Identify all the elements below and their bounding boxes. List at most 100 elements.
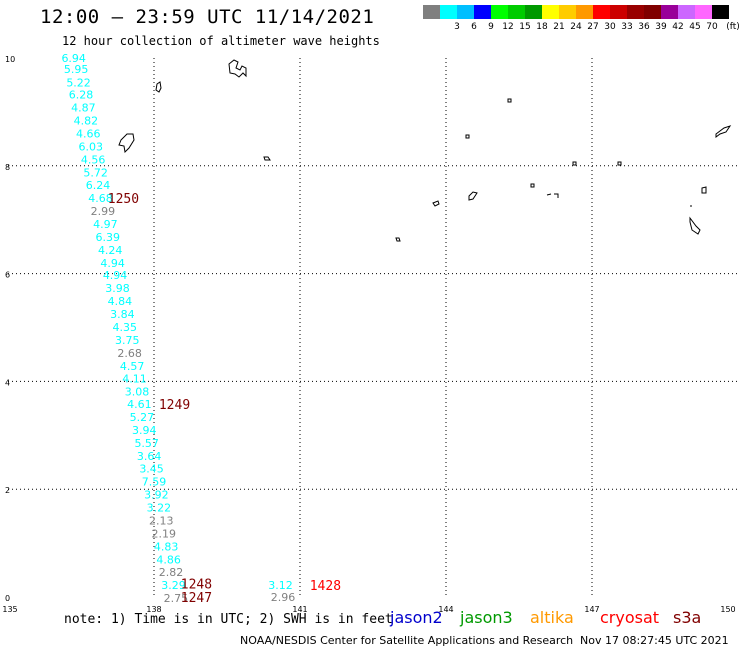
island-outline [701,186,707,194]
wave-height-label: 6.39 [96,231,121,244]
island-outline [530,183,535,188]
orbit-pass-label: 1247 [181,591,212,606]
legend-swatch [491,5,508,19]
legend-swatch [423,5,440,19]
wave-height-label: 3.98 [105,282,130,295]
y-tick-label: 0 [5,594,10,603]
island-outline [689,205,701,235]
wave-height-label: 4.86 [156,553,181,566]
legend-swatch [695,5,712,19]
wave-height-label: 4.57 [120,360,145,373]
wave-height-label: 4.84 [108,295,133,308]
wave-height-label: 3.12 [268,579,293,592]
wave-height-label: 4.94 [103,269,128,282]
wave-height-label: 6.24 [86,179,111,192]
mission-s3a: s3a [673,608,702,627]
legend-swatch [508,5,525,19]
legend-swatch [661,5,678,19]
wave-height-label: 4.94 [100,257,125,270]
legend-swatch [457,5,474,19]
wave-height-label: 2.13 [149,514,174,527]
legend-label: 33 [621,22,633,32]
wave-height-label: 4.68 [88,192,113,205]
wave-height-label: 3.22 [147,502,172,515]
wave-height-label: 2.19 [151,527,176,540]
wave-height-label: 4.97 [93,218,118,231]
legend-swatch [593,5,610,19]
island-outline [395,237,401,242]
graticule [8,58,738,597]
island-outline [546,193,559,198]
mission-jason2: jason2 [390,608,443,627]
wave-height-label: 4.82 [74,115,99,128]
wave-height-label: 6.03 [78,140,103,153]
x-tick-label: 147 [584,605,599,614]
island-outline [507,98,512,103]
wave-height-label: 4.61 [127,398,152,411]
legend-label: 3 [454,22,460,32]
orbit-pass-label: 1428 [310,579,341,594]
legend-label: 12 [502,22,514,32]
legend-label: 39 [655,22,667,32]
wave-height-label: 4.83 [154,540,179,553]
legend-label: 42 [672,22,684,32]
legend-label: 45 [689,22,701,32]
map-title: 12:00 – 23:59 UTC 11/14/2021 [40,6,375,28]
x-tick-label: 141 [292,605,307,614]
legend-label: 9 [488,22,494,32]
wave-height-label: 3.92 [144,489,169,502]
x-tick-label: 135 [2,605,17,614]
legend-swatch [440,5,457,19]
mission-cryosat: cryosat [600,608,660,627]
legend-unit: (ft) [726,22,740,32]
x-tick-label: 144 [438,605,453,614]
wave-height-label: 2.75 [164,592,189,605]
wave-height-label: 5.95 [64,63,89,76]
legend-swatch [678,5,695,19]
orbit-pass-label: 1249 [159,398,190,413]
legend-label: 21 [553,22,565,32]
wave-height-label: 3.29 [161,579,186,592]
y-tick-label: 2 [5,486,10,495]
island-outline [715,125,732,138]
legend-swatch [474,5,491,19]
island-outline [263,156,271,161]
y-tick-label: 8 [5,163,10,172]
wave-height-label: 6.28 [69,89,94,102]
legend-label: 30 [604,22,616,32]
wave-height-label: 4.24 [98,244,123,257]
wave-height-label: 7.59 [142,476,167,489]
legend-label: 27 [587,22,599,32]
orbit-pass-label: 1250 [108,192,139,207]
wave-height-label: 3.84 [110,308,135,321]
legend-label: 6 [471,22,477,32]
timestamp: Nov 17 08:27:45 UTC 2021 [580,634,729,647]
y-axis: 0 2 4 6 8 10 [5,55,15,603]
wave-height-label: 6.94 [61,52,86,65]
wave-height-label: 2.82 [159,566,184,579]
wave-height-label: 5.27 [130,411,155,424]
island-outline [465,134,470,139]
mission-jason3: jason3 [460,608,513,627]
wave-height-label: 3.45 [139,463,164,476]
legend-swatch [644,5,661,19]
island-outline [118,133,135,154]
wave-height-label: 4.35 [113,321,138,334]
wave-height-label: 4.11 [122,373,147,386]
legend-swatch [576,5,593,19]
legend-label: 18 [536,22,548,32]
legend-label: 36 [638,22,650,32]
wave-height-label: 3.94 [132,424,157,437]
map-subtitle: 12 hour collection of altimeter wave hei… [62,34,380,48]
observations: 6.945.955.226.284.874.824.666.034.565.72… [61,52,295,605]
island-outline [228,59,247,78]
wave-height-label: 4.66 [76,127,101,140]
island-outline [617,161,622,166]
color-legend [423,5,729,19]
legend-label: 24 [570,22,582,32]
y-tick-label: 4 [5,378,10,387]
legend-swatch [559,5,576,19]
legend-swatch [712,5,729,19]
wave-height-label: 4.87 [71,102,96,115]
legend-swatch [627,5,644,19]
